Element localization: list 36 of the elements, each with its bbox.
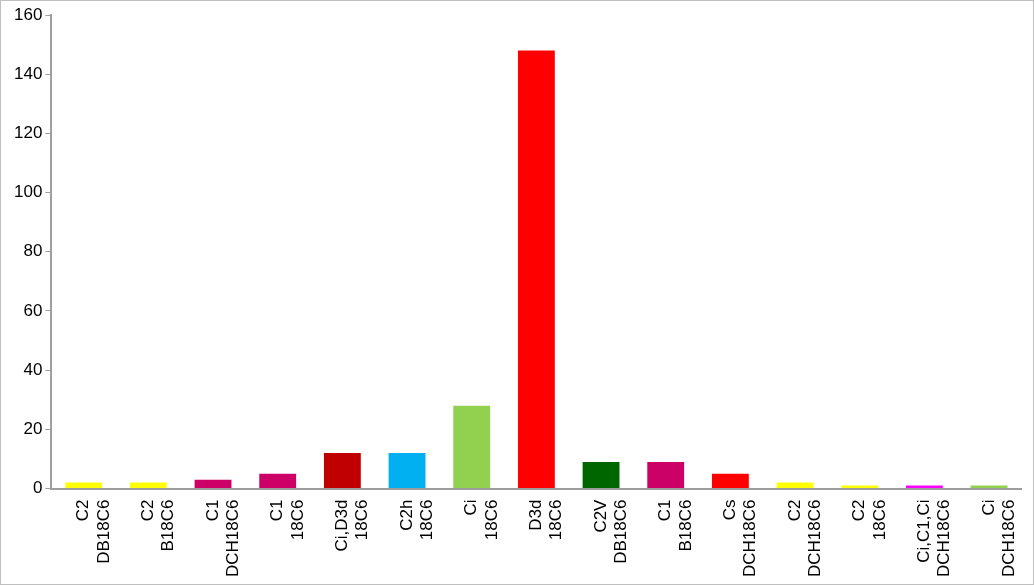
x-tick-label: C1 B18C6 <box>655 499 695 552</box>
y-tick-label: 100 <box>13 182 43 202</box>
x-tick-label: C2V DB18C6 <box>590 498 631 564</box>
x-tick-label: Ci,C1,Ci DCH18C6 <box>914 499 954 578</box>
x-tick-label: C2 DB18C6 <box>73 499 113 564</box>
bar <box>453 405 491 489</box>
x-tick-label: C1 18C6 <box>267 499 307 541</box>
x-tick-label: D3d 18C6 <box>526 499 566 541</box>
y-tick-label: 80 <box>23 241 43 261</box>
x-tick-label: C2 DCH18C6 <box>784 499 825 578</box>
bar <box>711 473 749 489</box>
bar <box>65 482 103 489</box>
x-tick-label: Cs DCH18C6 <box>720 499 760 578</box>
bar <box>582 461 620 489</box>
y-tick-label: 140 <box>13 63 43 83</box>
x-tick-label: C2 18C6 <box>849 499 889 541</box>
x-tick-label: Ci DCH18C6 <box>978 499 1019 578</box>
bar <box>647 461 685 489</box>
y-tick-label: 40 <box>23 359 43 379</box>
x-tick-label: C1 DCH18C6 <box>202 499 243 578</box>
x-tick-label: C2h 18C6 <box>396 499 437 541</box>
bar <box>517 50 555 489</box>
bar <box>259 473 297 489</box>
bar <box>388 453 426 489</box>
bar <box>776 482 814 489</box>
x-tick-label: Ci,D3d 18C6 <box>332 499 372 552</box>
x-tick-label: Ci 18C6 <box>461 499 501 541</box>
y-tick-label: 0 <box>32 478 43 498</box>
bar <box>129 482 167 489</box>
bar <box>194 479 232 489</box>
bar <box>323 453 361 489</box>
x-tick-label: C2 B18C6 <box>138 499 178 552</box>
y-tick-label: 120 <box>13 123 43 143</box>
y-tick-label: 60 <box>23 300 43 320</box>
y-tick-label: 160 <box>13 4 43 24</box>
y-tick-label: 20 <box>23 419 43 439</box>
